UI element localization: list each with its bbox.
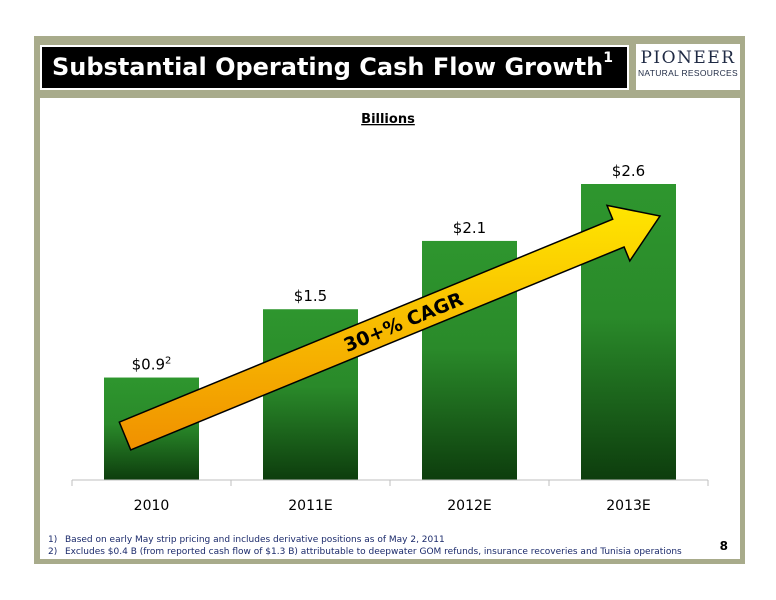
x-axis-ticks [71, 480, 709, 486]
footnote-number: 2) [48, 547, 58, 557]
x-tick-label: 2012E [447, 498, 491, 514]
x-tick-label: 2013E [606, 498, 650, 514]
data-label: $2.1 [453, 219, 486, 237]
slide-title: Substantial Operating Cash Flow Growth1 [40, 45, 629, 90]
data-label: $0.92 [132, 356, 172, 374]
data-label: $2.6 [612, 162, 645, 180]
logo-wordmark: PIONEER [640, 48, 736, 68]
x-axis-labels: 2010 2011E 2012E 2013E [134, 498, 651, 514]
footnotes: 1) Based on early May strip pricing and i… [48, 534, 682, 558]
logo-tagline: NATURAL RESOURCES [637, 68, 739, 78]
cagr-arrow: 30+% CAGR [118, 204, 662, 451]
page-number: 8 [719, 539, 728, 553]
x-tick-label: 2010 [134, 498, 170, 514]
footnote-text: Excludes $0.4 B (from reported cash flow… [65, 547, 682, 557]
growth-arrow-icon [118, 204, 662, 451]
footnote-2: 2) Excludes $0.4 B (from reported cash fl… [48, 546, 682, 558]
data-labels: $0.92 $1.5 $2.1 $2.6 [132, 162, 646, 374]
x-tick-label: 2011E [288, 498, 332, 514]
slide-title-footnote-mark: 1 [603, 50, 613, 66]
bar-chart: Billions 2010 2011E 2012E 2013E $0.92 $1.5 $2… [71, 112, 709, 514]
chart-panel: Billions 2010 2011E 2012E 2013E $0.92 $1.5 $2… [40, 98, 740, 559]
company-logo: PIONEER NATURAL RESOURCES [636, 44, 740, 90]
footnote-1: 1) Based on early May strip pricing and i… [48, 534, 682, 546]
data-label: $1.5 [294, 287, 327, 305]
footnote-number: 1) [48, 535, 58, 545]
chart-subtitle: Billions [361, 112, 415, 127]
slide-title-text: Substantial Operating Cash Flow Growth [52, 53, 604, 81]
footnote-text: Based on early May strip pricing and inc… [65, 535, 445, 545]
